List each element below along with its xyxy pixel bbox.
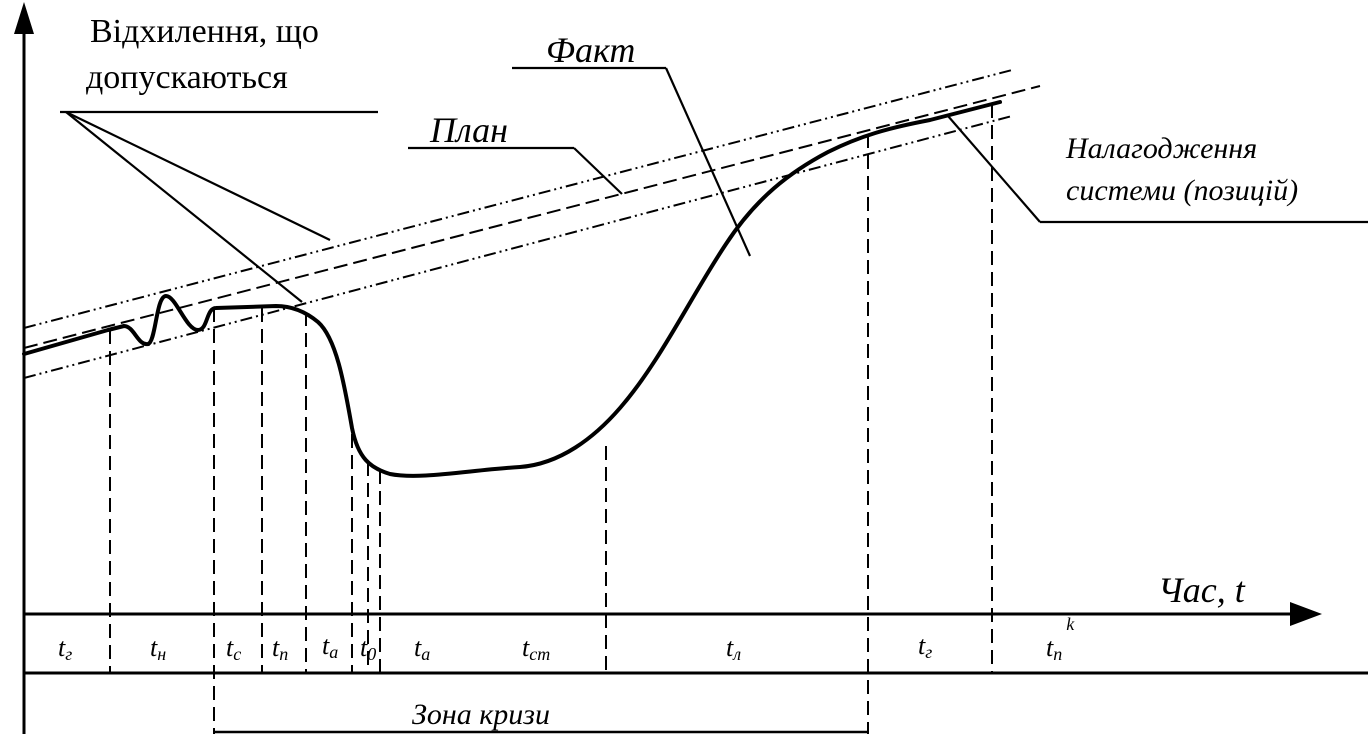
leader-lines: [60, 66, 1368, 303]
segment-label-t0: t0: [360, 633, 376, 664]
fact-label: Факт: [546, 30, 635, 70]
time-axis-arrow: [1290, 602, 1322, 626]
deviations-leader-lower: [65, 111, 303, 303]
deviations-label-line1: Відхилення, що: [90, 13, 319, 50]
time-axis-label: Час, t: [1158, 570, 1246, 610]
segment-label-ta1: ta: [322, 631, 338, 662]
segment-label-tcm: tcm: [522, 633, 550, 664]
crisis-zone-label: Зона кризи: [412, 698, 550, 731]
segment-label-tpk: tпk: [1046, 614, 1075, 664]
setup-label-line1: Налагодження: [1065, 132, 1257, 165]
deviations-label-line2: допускаються: [86, 59, 288, 96]
deviations-leader-upper: [65, 111, 331, 241]
setup-label-line2: системи (позицій): [1066, 174, 1298, 207]
segment-label-tn: tн: [150, 633, 166, 664]
setup-leader: [947, 115, 1041, 223]
segment-label-tg: tг: [58, 633, 72, 664]
segment-label-tg2: tг: [918, 631, 932, 662]
plan-label: План: [429, 110, 508, 150]
fact-leader: [664, 67, 752, 257]
deviation-upper-line: [23, 69, 1013, 329]
plan-line: [23, 85, 1041, 349]
segment-boundaries: [109, 104, 993, 734]
plan-leader: [573, 147, 623, 195]
segment-labels: tг tн tc tп ta t0 ta tcm tл tг tпk: [58, 614, 1075, 664]
deviation-lower-line: [23, 115, 1013, 379]
segment-label-tp: tп: [272, 633, 288, 664]
segment-label-tc: tc: [226, 633, 241, 664]
vertical-axis-arrow: [14, 2, 34, 34]
segment-label-ta2: ta: [414, 633, 430, 664]
segment-label-tl: tл: [726, 633, 741, 664]
